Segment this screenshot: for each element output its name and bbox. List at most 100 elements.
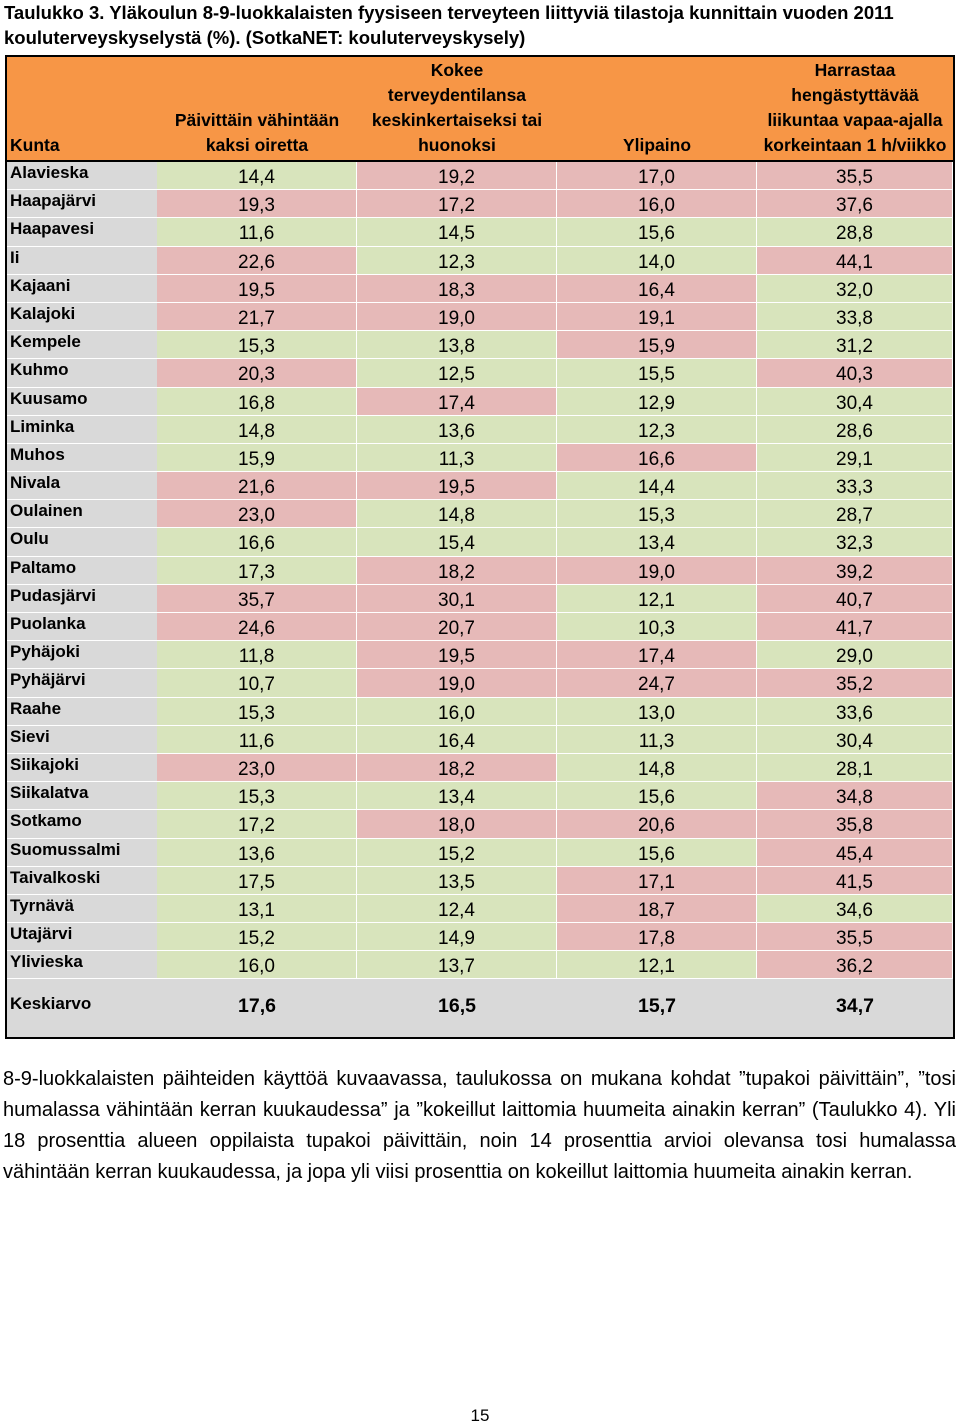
table-cell: 34,6 (757, 894, 953, 924)
table-cell: 15,3 (157, 331, 357, 360)
table-row: Pyhäjärvi 10,7 19,0 24,7 35,2 (7, 669, 953, 698)
table-cell: 15,2 (357, 838, 557, 867)
table-cell: 35,8 (757, 810, 953, 839)
municipality-name: Tyrnävä (7, 894, 157, 924)
table-cell: 14,4 (557, 472, 757, 501)
table-cell: 14,9 (357, 923, 557, 952)
table-cell: 16,4 (357, 725, 557, 754)
table-cell: 13,1 (157, 894, 357, 924)
table-cell: 19,3 (157, 190, 357, 219)
table-row: Liminka 14,8 13,6 12,3 28,6 (7, 415, 953, 444)
header-exercise: Harrastaa hengästyttävää liikuntaa vapaa… (763, 60, 947, 155)
table-row: Kuhmo 20,3 12,5 15,5 40,3 (7, 359, 953, 388)
table-row: Oulu 16,6 15,4 13,4 32,3 (7, 528, 953, 557)
table-header: Kunta Päivittäin vähintään kaksi oiretta… (7, 57, 953, 162)
table-cell: 11,6 (157, 725, 357, 754)
table-cell: 12,3 (357, 246, 557, 275)
table-cell: 14,0 (557, 246, 757, 275)
table-cell: 14,8 (157, 415, 357, 444)
table-cell: 13,7 (357, 951, 557, 980)
municipality-name: Kalajoki (7, 302, 157, 332)
municipality-name: Paltamo (7, 556, 157, 585)
table-cell: 15,5 (557, 359, 757, 388)
table-row: Tyrnävä 13,1 12,4 18,7 34,6 (7, 894, 953, 924)
municipality-name: Haapajärvi (7, 190, 157, 219)
table-cell: 19,5 (157, 274, 357, 303)
table-row: Siikajoki 23,0 18,2 14,8 28,1 (7, 753, 953, 783)
table-cell: 17,2 (157, 810, 357, 839)
table-cell: 16,8 (157, 387, 357, 416)
municipality-name: Nivala (7, 472, 157, 501)
municipality-name: Suomussalmi (7, 838, 157, 867)
table-cell: 12,1 (557, 584, 757, 613)
table-cell: 11,3 (357, 443, 557, 473)
table-cell: 17,4 (557, 641, 757, 670)
table-cell: 16,0 (357, 697, 557, 726)
average-value: 16,5 (438, 995, 476, 1018)
table-cell: 33,3 (757, 472, 953, 501)
table-body: Alavieska 14,4 19,2 17,0 35,5 Haapajärvi 19,3 1… (7, 162, 953, 980)
table-cell: 23,0 (157, 500, 357, 529)
table-cell: 19,0 (357, 302, 557, 332)
table-cell: 12,1 (557, 951, 757, 980)
table-cell: 35,5 (757, 923, 953, 952)
table-cell: 40,3 (757, 359, 953, 388)
table-cell: 13,4 (357, 782, 557, 811)
municipality-name: Kempele (7, 331, 157, 360)
municipality-name: Pyhäjoki (7, 641, 157, 670)
table-row: Puolanka 24,6 20,7 10,3 41,7 (7, 613, 953, 642)
municipality-name: Pyhäjärvi (7, 669, 157, 698)
table-cell: 17,3 (157, 556, 357, 585)
table-cell: 24,6 (157, 613, 357, 642)
average-value: 34,7 (836, 995, 874, 1018)
municipality-name: Pudasjärvi (7, 584, 157, 613)
table-row: Nivala 21,6 19,5 14,4 33,3 (7, 472, 953, 501)
table-spacer (7, 979, 953, 990)
header-overweight: Ylipaino (622, 135, 692, 155)
table-cell: 15,9 (557, 331, 757, 360)
municipality-name: Oulu (7, 528, 157, 557)
table-cell: 30,4 (757, 387, 953, 416)
table-cell: 15,6 (557, 782, 757, 811)
table-row: Kuusamo 16,8 17,4 12,9 30,4 (7, 387, 953, 416)
table-cell: 36,2 (757, 951, 953, 980)
header-symptoms: Päivittäin vähintään kaksi oiretta (174, 110, 340, 155)
table-cell: 28,7 (757, 500, 953, 529)
municipality-name: Ii (7, 246, 157, 275)
table-cell: 15,3 (557, 500, 757, 529)
table-cell: 19,2 (357, 162, 557, 191)
table-row: Paltamo 17,3 18,2 19,0 39,2 (7, 556, 953, 585)
table-row: Kempele 15,3 13,8 15,9 31,2 (7, 331, 953, 360)
table-cell: 28,1 (757, 753, 953, 783)
table-cell: 10,3 (557, 613, 757, 642)
table-cell: 13,8 (357, 331, 557, 360)
table-cell: 35,2 (757, 669, 953, 698)
table-cell: 13,6 (157, 838, 357, 867)
table-cell: 23,0 (157, 753, 357, 783)
table-cell: 13,4 (557, 528, 757, 557)
table-cell: 14,8 (557, 753, 757, 783)
table-cell: 39,2 (757, 556, 953, 585)
table-cell: 17,8 (557, 923, 757, 952)
table-cell: 19,5 (357, 641, 557, 670)
table-cell: 18,2 (357, 753, 557, 783)
table-cell: 17,0 (557, 162, 757, 191)
municipality-name: Sievi (7, 725, 157, 754)
table-cell: 16,0 (157, 951, 357, 980)
table-row: Kalajoki 21,7 19,0 19,1 33,8 (7, 302, 953, 332)
average-value: 15,7 (638, 995, 676, 1018)
table-cell: 15,6 (557, 838, 757, 867)
table-cell: 29,1 (757, 443, 953, 473)
statistics-table: Kunta Päivittäin vähintään kaksi oiretta… (5, 55, 955, 1040)
table-cell: 21,7 (157, 302, 357, 332)
municipality-name: Kuhmo (7, 359, 157, 388)
table-row: Muhos 15,9 11,3 16,6 29,1 (7, 443, 953, 473)
header-health: Kokee terveydentilansa keskinkertaiseksi… (371, 60, 543, 155)
table-cell: 12,3 (557, 415, 757, 444)
table-cell: 28,6 (757, 415, 953, 444)
table-cell: 41,5 (757, 866, 953, 895)
table-row: Ii 22,6 12,3 14,0 44,1 (7, 246, 953, 275)
table-cell: 15,3 (157, 697, 357, 726)
table-row: Alavieska 14,4 19,2 17,0 35,5 (7, 162, 953, 191)
average-value: 17,6 (238, 995, 276, 1018)
